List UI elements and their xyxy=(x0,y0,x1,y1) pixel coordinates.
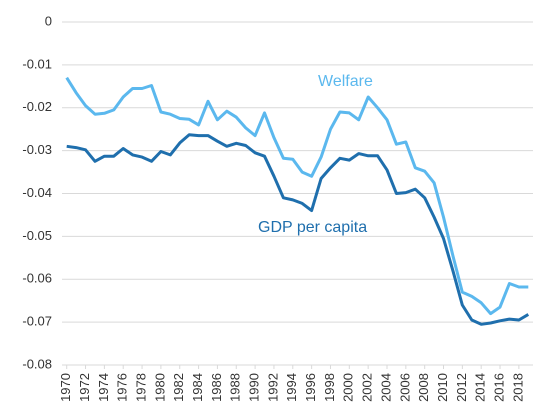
x-tick-label: 1992 xyxy=(265,373,280,402)
y-tick-label: 0 xyxy=(45,13,52,28)
y-tick-label: -0.04 xyxy=(22,185,52,200)
series-line xyxy=(65,76,529,316)
x-tick-label: 2016 xyxy=(491,373,506,402)
x-tick-label: 1994 xyxy=(284,373,299,402)
x-tick-label: 2012 xyxy=(454,373,469,402)
x-tick-label: 2018 xyxy=(510,373,525,402)
x-tick-label: 1996 xyxy=(303,373,318,402)
x-tick-label: 2002 xyxy=(360,373,375,402)
x-tick-label: 1982 xyxy=(171,373,186,402)
x-tick-label: 1988 xyxy=(228,373,243,402)
y-tick-label: -0.07 xyxy=(22,314,52,329)
x-tick-label: 1972 xyxy=(77,373,92,402)
x-tick-label: 2008 xyxy=(416,373,431,402)
series-label: Welfare xyxy=(318,73,373,90)
x-tick-label: 1998 xyxy=(322,373,337,402)
y-tick-label: -0.05 xyxy=(22,228,52,243)
x-tick-label: 2004 xyxy=(378,373,393,402)
y-tick-label: -0.02 xyxy=(22,99,52,114)
y-tick-label: -0.06 xyxy=(22,271,52,286)
x-tick-label: 2010 xyxy=(435,373,450,402)
y-tick-label: -0.01 xyxy=(22,56,52,71)
x-tick-label: 1978 xyxy=(134,373,149,402)
x-tick-label: 1990 xyxy=(247,373,262,402)
x-tick-label: 2014 xyxy=(473,373,488,402)
x-tick-label: 1980 xyxy=(152,373,167,402)
x-tick-label: 1970 xyxy=(58,373,73,402)
series-label: GDP per capita xyxy=(258,219,367,236)
x-tick-label: 1974 xyxy=(96,373,111,402)
y-tick-label: -0.03 xyxy=(22,142,52,157)
x-tick-label: 2006 xyxy=(397,373,412,402)
x-tick-label: 1986 xyxy=(209,373,224,402)
x-tick-label: 1984 xyxy=(190,373,205,402)
x-tick-label: 1976 xyxy=(115,373,130,402)
y-tick-label: -0.08 xyxy=(22,356,52,371)
series-line xyxy=(66,133,530,326)
x-tick-label: 2000 xyxy=(341,373,356,402)
